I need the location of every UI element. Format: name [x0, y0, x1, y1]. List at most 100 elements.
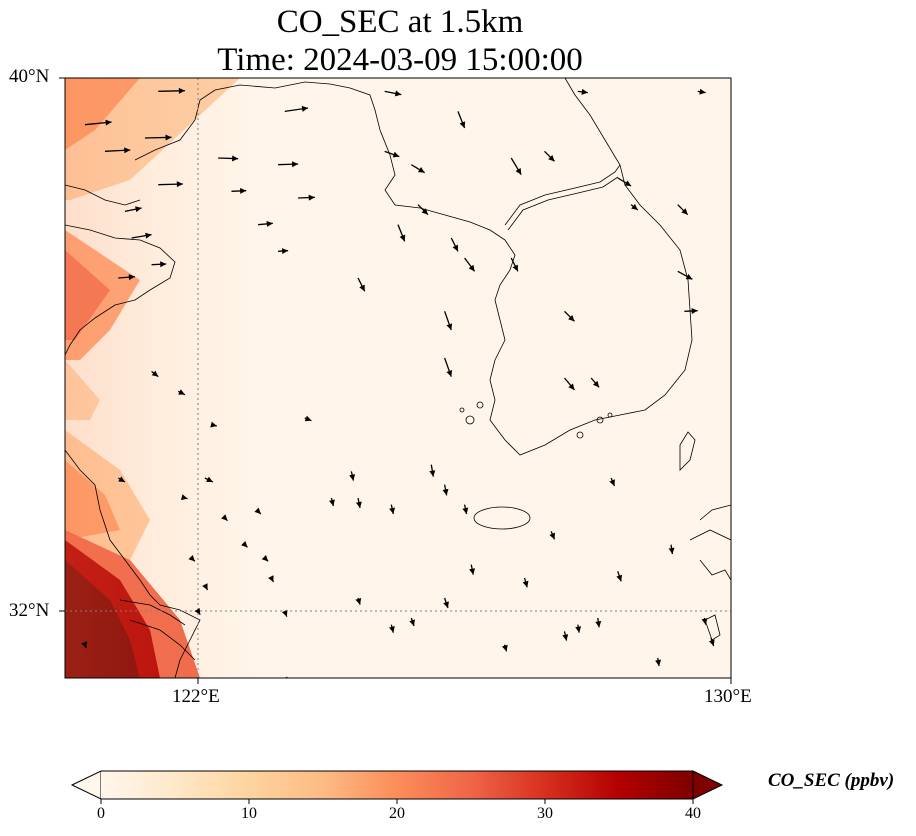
wind-vector	[429, 464, 436, 477]
wind-vector	[210, 421, 218, 428]
wind-vector	[144, 134, 172, 141]
colorbar-tick-label-20: 20	[389, 805, 405, 822]
wind-vector	[180, 494, 188, 501]
wind-vector	[443, 597, 449, 609]
lon-tick-label-122: 122°E	[172, 686, 220, 707]
wind-vector	[564, 310, 575, 322]
map-title-line-2: Time: 2024-03-09 15:00:00	[217, 42, 583, 78]
wind-vector	[562, 631, 569, 641]
wind-vector	[522, 577, 529, 588]
gridlines	[65, 78, 731, 678]
wind-vector	[510, 157, 522, 176]
wind-vector	[549, 531, 556, 540]
wind-vector	[450, 237, 459, 252]
wind-vector	[655, 657, 662, 667]
wind-vector	[254, 507, 262, 515]
wind-vector	[388, 624, 395, 633]
colorbar-label: CO_SEC (ppbv)	[768, 770, 895, 791]
wind-vector	[204, 476, 214, 483]
wind-vector	[298, 194, 315, 201]
wind-vector	[410, 164, 425, 174]
wind-vector	[118, 274, 135, 281]
wind-vector	[194, 607, 201, 616]
wind-vector	[617, 177, 632, 187]
wind-vector	[464, 257, 476, 272]
wind-vector	[590, 377, 600, 388]
colorbar-max-extend	[692, 770, 724, 800]
wind-vector	[241, 540, 248, 548]
wind-vector	[469, 564, 476, 575]
wind-vector	[409, 617, 415, 627]
wind-vector	[304, 415, 312, 422]
wind-vector	[564, 377, 575, 391]
wind-vector	[575, 624, 582, 633]
wind-vector	[462, 504, 469, 515]
wind-vector	[595, 617, 602, 628]
wind-vector	[81, 641, 87, 649]
wind-vector	[268, 575, 275, 583]
wind-vector	[278, 248, 289, 255]
wind-vector	[708, 637, 715, 647]
wind-vector	[616, 571, 623, 582]
wind-vector	[261, 554, 269, 562]
wind-vector	[684, 307, 698, 314]
wind-vector	[104, 147, 131, 154]
colorbar-tick-label-10: 10	[241, 805, 257, 822]
wind-vector	[355, 597, 362, 605]
wind-vector	[677, 204, 689, 216]
wind-vector	[158, 181, 183, 188]
colorbar-tick-label-40: 40	[685, 805, 701, 822]
wind-vector	[677, 270, 693, 280]
wind-vector	[355, 497, 362, 509]
wind-vector	[442, 484, 449, 496]
wind-vector	[417, 204, 429, 216]
wind-vector	[177, 389, 186, 396]
wind-vector	[202, 583, 209, 591]
wind-vector	[218, 155, 239, 162]
colorbar-min-extend	[70, 770, 102, 800]
wind-vector	[284, 105, 309, 112]
wind-vectors	[81, 87, 715, 678]
axis-ticks	[59, 77, 732, 684]
map-title-line-1: CO_SEC at 1.5km	[276, 4, 524, 40]
wind-vector	[668, 544, 675, 555]
wind-vector	[281, 609, 288, 617]
map-frame	[64, 77, 732, 679]
wind-vector	[349, 471, 356, 481]
wind-vector	[124, 206, 142, 213]
colorbar-tick-label-30: 30	[537, 805, 553, 822]
concentration-field	[65, 78, 265, 678]
wind-vector	[151, 370, 159, 378]
lat-tick-label-32: 32°N	[9, 600, 50, 621]
wind-vector	[231, 187, 247, 194]
wind-vector	[258, 220, 273, 227]
wind-vector	[544, 150, 555, 162]
wind-vector	[389, 504, 396, 515]
wind-vector	[384, 90, 402, 97]
colorbar-ticks	[100, 799, 694, 804]
lon-tick-label-130: 130°E	[704, 686, 752, 707]
wind-vector	[630, 203, 639, 211]
wind-vector	[457, 111, 466, 129]
wind-vector	[577, 88, 588, 95]
wind-vector	[131, 232, 152, 239]
colorbar-tick-label-0: 0	[97, 805, 105, 822]
wind-vector	[397, 224, 406, 242]
wind-vector	[84, 119, 112, 126]
wind-vector	[501, 644, 508, 652]
wind-vector	[188, 554, 196, 562]
wind-vector	[151, 261, 167, 268]
lat-tick-label-40: 40°N	[9, 66, 50, 87]
coastlines	[65, 78, 731, 678]
wind-vector	[444, 357, 453, 377]
colorbar-gradient	[101, 771, 693, 799]
wind-vector	[510, 257, 519, 272]
wind-vector	[444, 311, 453, 331]
wind-vector	[158, 87, 185, 94]
wind-vector	[701, 617, 708, 625]
wind-vector	[609, 477, 616, 487]
wind-vector	[117, 476, 126, 483]
wind-vector	[697, 88, 706, 95]
